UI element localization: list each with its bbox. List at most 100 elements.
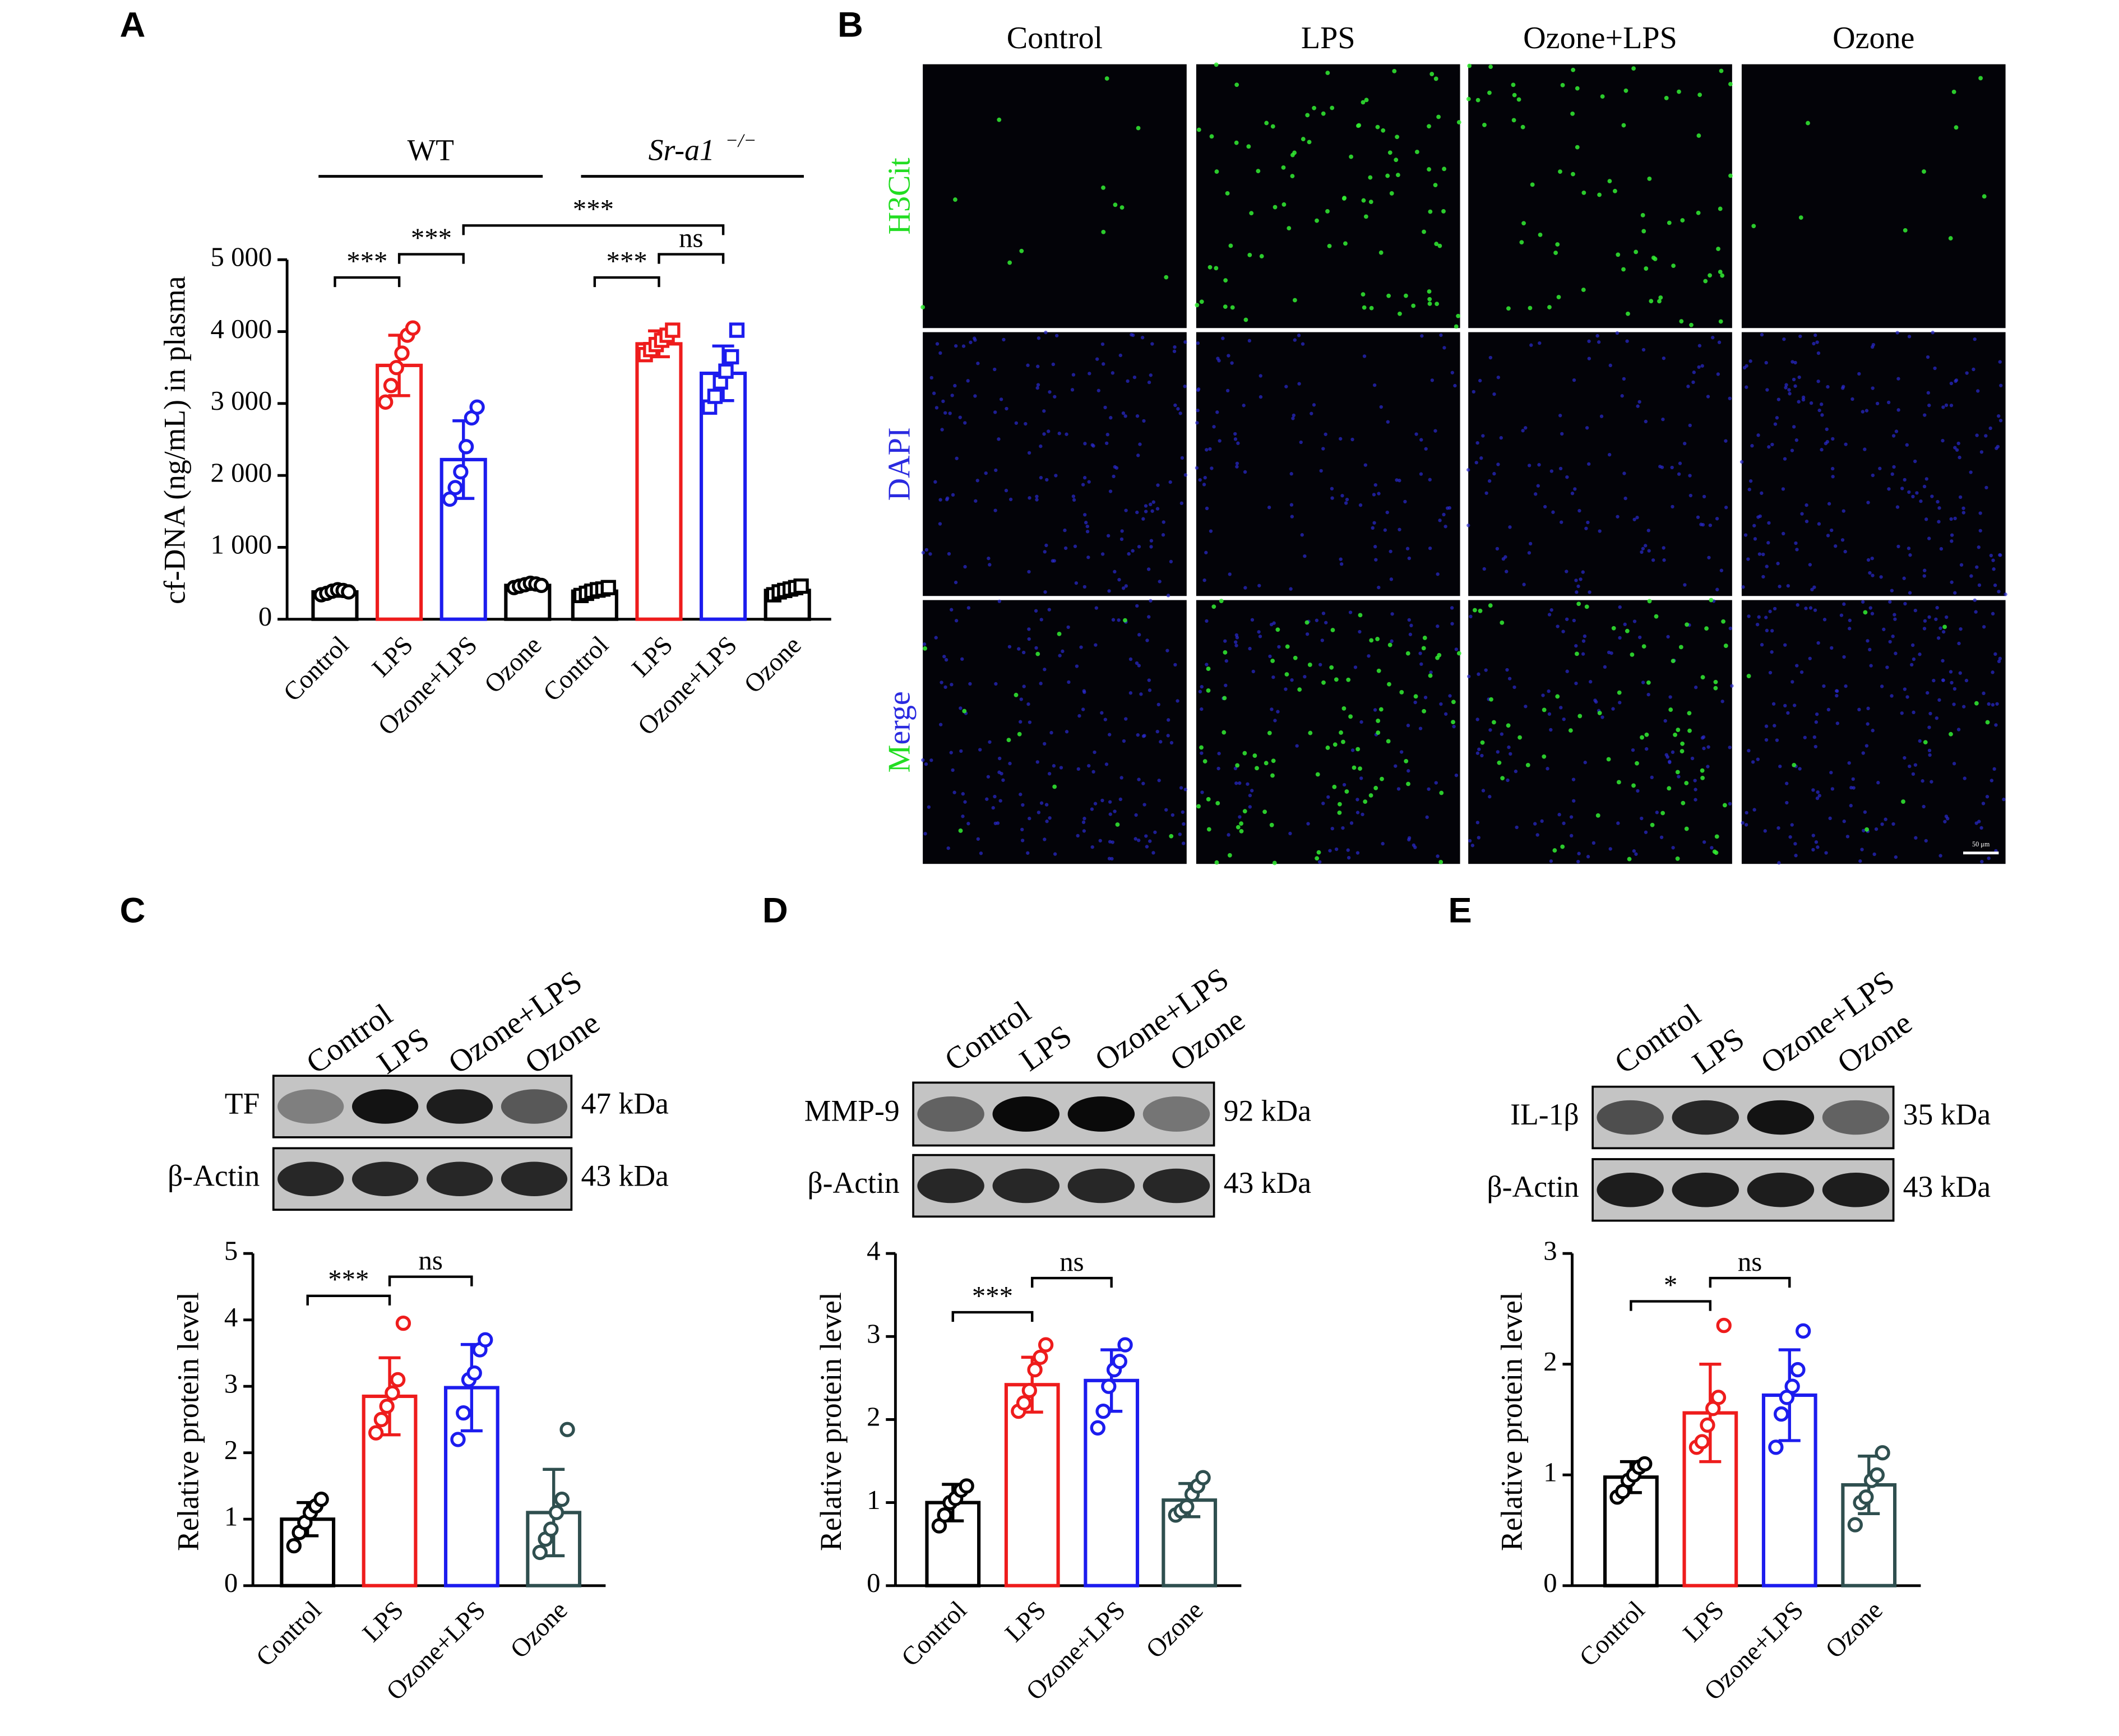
nucleus — [1895, 505, 1900, 509]
nucleus — [1572, 799, 1576, 803]
nucleus — [1477, 747, 1481, 751]
nucleus — [1158, 580, 1162, 584]
nucleus — [1751, 760, 1755, 764]
nucleus — [1205, 448, 1209, 452]
nucleus — [996, 821, 1000, 825]
panel-letter: D — [762, 891, 788, 931]
data-point — [373, 1411, 390, 1428]
nucleus — [1793, 842, 1797, 846]
nucleus — [1083, 513, 1087, 517]
nucleus — [1043, 742, 1047, 746]
nucleus — [1900, 487, 1904, 490]
nucleus — [1221, 336, 1225, 340]
nucleus — [1587, 462, 1591, 466]
h3cit-spot — [1511, 82, 1516, 87]
nucleus — [1894, 855, 1898, 859]
nucleus — [1871, 573, 1875, 577]
nucleus — [1618, 701, 1622, 705]
nucleus — [1805, 519, 1809, 524]
h3cit-spot — [1751, 224, 1756, 229]
micrograph — [1741, 64, 2006, 328]
nucleus — [1953, 687, 1957, 691]
h3cit-spot — [1387, 642, 1392, 647]
nucleus — [1209, 529, 1213, 533]
nucleus — [1935, 716, 1938, 720]
nucleus — [1728, 802, 1732, 806]
nucleus — [1886, 400, 1891, 405]
nucleus — [1137, 545, 1141, 549]
nucleus — [1537, 462, 1541, 467]
nucleus — [1480, 753, 1484, 758]
nucleus — [1795, 548, 1799, 552]
nucleus — [1939, 547, 1944, 551]
nucleus — [1004, 488, 1008, 493]
h3cit-spot — [1209, 134, 1214, 139]
nucleus — [1574, 644, 1578, 648]
nucleus — [1098, 839, 1102, 842]
nucleus — [1043, 668, 1047, 672]
nucleus — [1600, 715, 1604, 719]
nucleus — [1148, 839, 1152, 843]
nucleus — [1972, 367, 1975, 372]
data-point — [469, 399, 485, 415]
nucleus — [1342, 783, 1347, 787]
h3cit-spot — [1500, 621, 1505, 625]
h3cit-spot — [1667, 220, 1672, 225]
nucleus — [1686, 385, 1690, 388]
nucleus — [1923, 568, 1927, 572]
y-tick-label: 1 — [224, 1501, 238, 1531]
h3cit-spot — [1223, 650, 1228, 655]
h3cit-spot — [1219, 599, 1224, 604]
nucleus — [1842, 509, 1845, 513]
nucleus — [1608, 363, 1612, 368]
nucleus — [1816, 351, 1821, 355]
h3cit-spot — [1441, 209, 1446, 214]
nucleus — [1830, 466, 1835, 471]
nucleus — [1233, 766, 1238, 771]
nucleus — [1888, 600, 1892, 604]
nucleus — [938, 723, 943, 726]
nucleus — [1623, 496, 1627, 501]
nucleus — [921, 758, 925, 762]
nucleus — [954, 344, 958, 348]
nucleus — [1717, 340, 1722, 344]
h3cit-spot — [1649, 299, 1654, 304]
nucleus — [1622, 471, 1626, 475]
h3cit-spot — [1437, 243, 1442, 248]
nucleus — [1936, 636, 1941, 640]
h3cit-spot — [1307, 140, 1312, 145]
nucleus — [1238, 815, 1242, 819]
nucleus — [1374, 558, 1378, 562]
h3cit-spot — [1270, 659, 1275, 663]
nucleus — [1346, 848, 1350, 852]
nucleus — [959, 749, 963, 753]
nucleus — [1924, 477, 1928, 481]
nucleus — [1506, 778, 1510, 783]
nucleus — [1597, 340, 1601, 344]
nucleus — [1179, 786, 1183, 790]
nucleus — [1894, 429, 1899, 433]
nucleus — [1180, 456, 1185, 460]
micrograph-bg — [1468, 332, 1732, 596]
nucleus — [1234, 644, 1238, 647]
nucleus — [1448, 694, 1452, 698]
significance-bracket — [1031, 1276, 1113, 1288]
nucleus — [1868, 571, 1872, 575]
nucleus — [1842, 602, 1846, 606]
blot-band — [1142, 1096, 1210, 1132]
nucleus — [1527, 551, 1532, 555]
h3cit-spot — [1497, 760, 1502, 765]
nucleus — [1423, 696, 1428, 700]
nucleus — [1794, 854, 1798, 858]
significance-bracket — [1630, 1300, 1712, 1311]
nucleus — [1941, 678, 1945, 682]
nucleus — [1162, 520, 1165, 524]
nucleus — [1122, 739, 1126, 743]
nucleus — [1096, 388, 1100, 392]
y-tick-label: 5 000 — [211, 242, 272, 272]
y-tick-label: 4 — [867, 1235, 880, 1266]
nucleus — [1481, 789, 1486, 793]
h3cit-spot — [1700, 775, 1705, 780]
nucleus — [1385, 510, 1389, 515]
nucleus — [1173, 403, 1177, 408]
